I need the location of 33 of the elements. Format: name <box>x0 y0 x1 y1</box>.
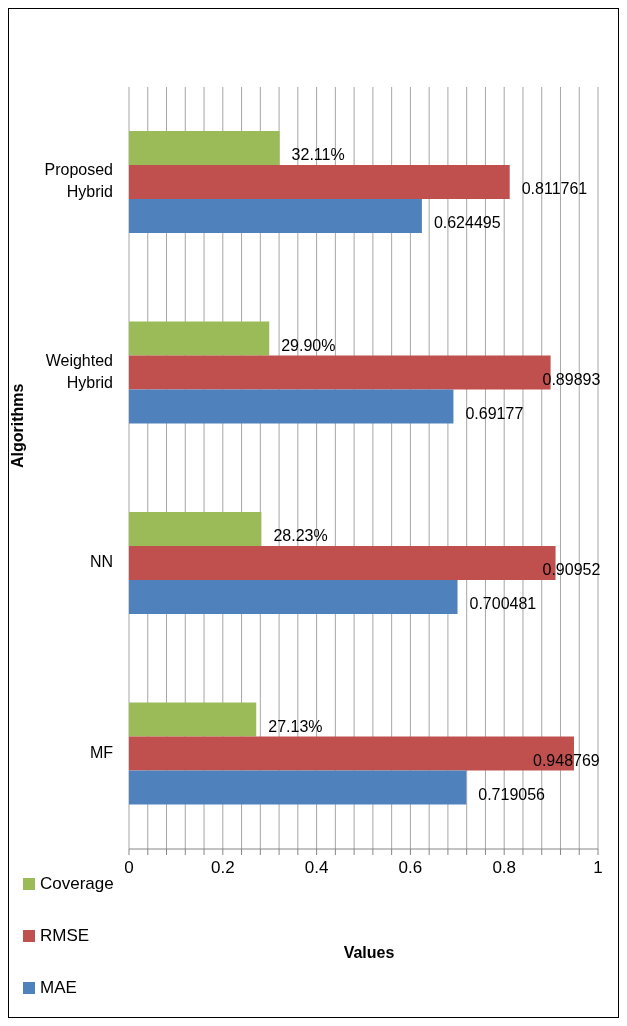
data-label: 28.23% <box>273 527 328 545</box>
bar <box>129 131 280 165</box>
x-tick-label: 0.6 <box>398 858 423 878</box>
bar <box>129 702 257 737</box>
data-label: 0.624495 <box>433 214 501 232</box>
data-label: 0.700481 <box>469 595 537 613</box>
y-axis-title: Algorithms <box>8 383 26 468</box>
data-label: 0.69177 <box>465 404 524 422</box>
data-label: 27.13% <box>268 717 323 735</box>
x-tick-label: 1 <box>593 858 603 878</box>
data-label: 32.11% <box>291 146 345 164</box>
x-tick-label: 0 <box>124 858 134 878</box>
y-tick-label: MF <box>89 743 114 761</box>
bar <box>129 770 467 805</box>
data-label: 0.719056 <box>478 785 546 803</box>
x-axis-title: Values <box>342 944 396 962</box>
bar <box>129 199 422 233</box>
legend-label: MAE <box>40 978 77 998</box>
data-label: 0.811761 <box>521 180 588 198</box>
bar <box>129 321 270 356</box>
data-label: 29.90% <box>281 336 336 354</box>
y-tick-label: Weighted Hybrid <box>45 351 113 391</box>
bar <box>129 580 458 614</box>
bar <box>129 165 510 199</box>
x-tick-label: 0.8 <box>492 858 517 878</box>
legend-label: Coverage <box>40 874 114 894</box>
x-tick-label: 0.4 <box>304 858 329 878</box>
y-tick-label: NN <box>89 553 113 571</box>
legend-label: RMSE <box>40 926 90 946</box>
x-tick-label: 0.2 <box>210 858 235 878</box>
bar <box>129 512 262 546</box>
y-tick-label: Proposed Hybrid <box>44 161 113 201</box>
bar <box>129 389 454 424</box>
